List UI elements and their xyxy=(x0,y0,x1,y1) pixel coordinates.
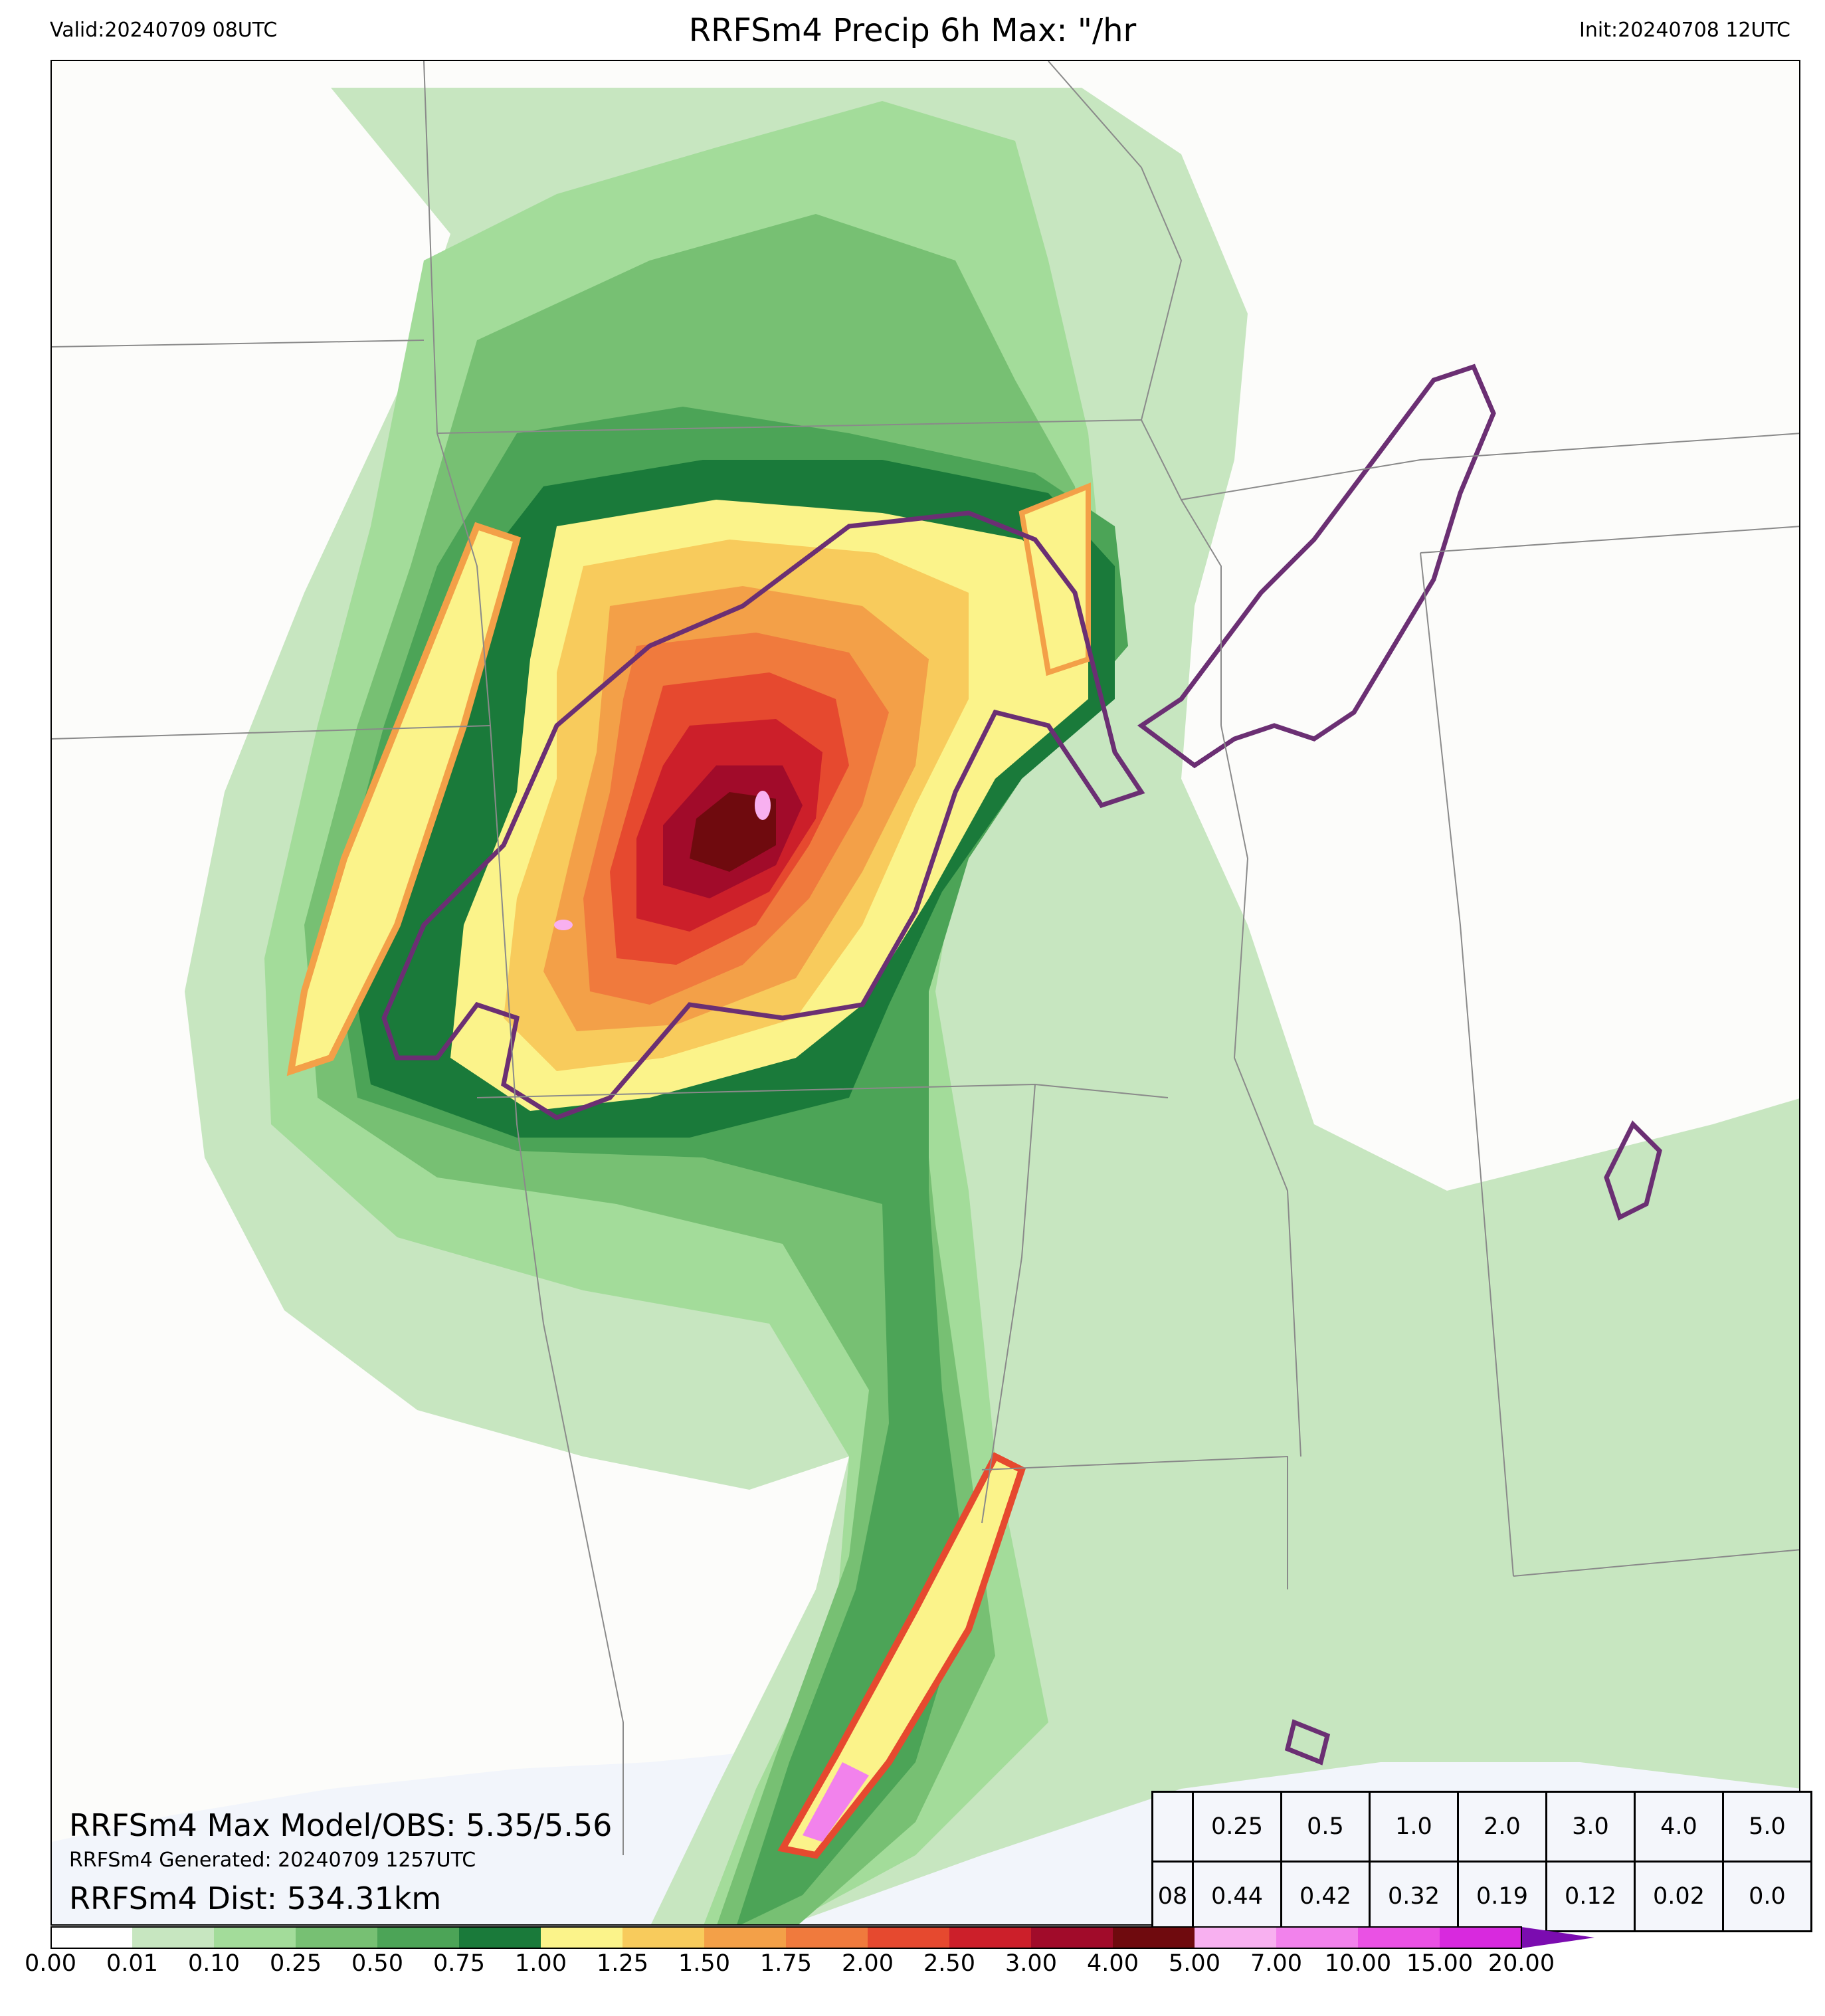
precip-map[interactable] xyxy=(50,60,1800,1926)
colorbar-segment xyxy=(1358,1927,1440,1948)
threshold-cell: 3.0 xyxy=(1545,1791,1636,1863)
colorbar-tick-label: 0.10 xyxy=(188,1950,240,1977)
colorbar-tick-label: 3.00 xyxy=(1005,1950,1057,1977)
colorbar-tick-label: 1.25 xyxy=(597,1950,648,1977)
colorbar-tick-label: 1.75 xyxy=(760,1950,812,1977)
colorbar-tick-label: 2.50 xyxy=(923,1950,975,1977)
threshold-cell: 2.0 xyxy=(1457,1791,1547,1863)
colorbar-tick-label: 5.00 xyxy=(1169,1950,1220,1977)
precip-5.00 xyxy=(755,791,771,820)
colorbar xyxy=(50,1926,1594,1949)
colorbar-segment xyxy=(868,1927,949,1948)
colorbar-segment xyxy=(1276,1927,1358,1948)
obs-contour-se1 xyxy=(1604,1120,1662,1221)
threshold-cell: 1.0 xyxy=(1369,1791,1459,1863)
colorbar-tick-label: 20.00 xyxy=(1488,1950,1555,1977)
value-cell: 0.32 xyxy=(1369,1861,1459,1932)
value-cell: 0.12 xyxy=(1545,1861,1636,1932)
colorbar-segment xyxy=(459,1927,541,1948)
south-band xyxy=(777,1452,1026,1859)
colorbar-tick-label: 2.00 xyxy=(842,1950,894,1977)
obs-contour-main xyxy=(381,510,1145,1120)
colorbar-frame xyxy=(50,1926,1522,1949)
max-model-obs-label: RRFSm4 Max Model/OBS: 5.35/5.56 xyxy=(69,1807,613,1843)
colorbar-tick-label: 0.25 xyxy=(270,1950,322,1977)
threshold-corner-cell xyxy=(1151,1791,1194,1863)
colorbar-tick-label: 0.01 xyxy=(106,1950,158,1977)
state-borders xyxy=(52,61,1799,1855)
value-cell: 0.19 xyxy=(1457,1861,1547,1932)
colorbar-segment xyxy=(949,1927,1031,1948)
valid-time: Valid:20240709 08UTC xyxy=(50,19,278,42)
value-row: 08 0.44 0.42 0.32 0.19 0.12 0.02 0.0 xyxy=(1151,1861,1812,1932)
colorbar-tick-label: 0.00 xyxy=(25,1950,76,1977)
colorbar-segment xyxy=(296,1927,377,1948)
south-band-core xyxy=(803,1762,869,1842)
colorbar-tick-label: 0.50 xyxy=(351,1950,403,1977)
colorbar-segment xyxy=(1031,1927,1113,1948)
colorbar-segment xyxy=(377,1927,459,1948)
distance-label: RRFSm4 Dist: 534.31km xyxy=(69,1880,442,1916)
colorbar-tick-label: 7.00 xyxy=(1250,1950,1302,1977)
colorbar-tick-label: 4.00 xyxy=(1087,1950,1139,1977)
colorbar-tick-label: 1.00 xyxy=(515,1950,567,1977)
colorbar-segment xyxy=(214,1927,296,1948)
colorbar-extend-arrow xyxy=(1521,1927,1594,1948)
obs-contour-east xyxy=(1137,363,1496,769)
obs-contour-se2 xyxy=(1284,1719,1331,1765)
colorbar-tick-label: 1.50 xyxy=(678,1950,730,1977)
precip-4.00 xyxy=(690,792,776,872)
colorbar-segment xyxy=(704,1927,786,1948)
value-cell: 0.44 xyxy=(1192,1861,1282,1932)
colorbar-segment xyxy=(50,1927,132,1948)
threshold-row: 0.25 0.5 1.0 2.0 3.0 4.0 5.0 xyxy=(1151,1791,1812,1863)
west-band xyxy=(286,522,522,1076)
threshold-cell: 0.25 xyxy=(1192,1791,1282,1863)
row-label-cell: 08 xyxy=(1151,1861,1194,1932)
value-cell: 0.42 xyxy=(1280,1861,1371,1932)
value-cell: 0.02 xyxy=(1634,1861,1724,1932)
precip-5.00-b xyxy=(554,920,573,930)
map-title: RRFSm4 Precip 6h Max: "/hr xyxy=(688,12,1137,49)
colorbar-tick-label: 10.00 xyxy=(1324,1950,1392,1977)
generated-label: RRFSm4 Generated: 20240709 1257UTC xyxy=(69,1849,476,1872)
map-canvas xyxy=(52,61,1799,1924)
colorbar-segment xyxy=(132,1927,214,1948)
colorbar-segment xyxy=(1195,1927,1276,1948)
value-cell: 0.0 xyxy=(1722,1861,1812,1932)
ne-band xyxy=(1018,482,1091,676)
colorbar-segment xyxy=(541,1927,623,1948)
colorbar-tick-label: 0.75 xyxy=(433,1950,485,1977)
init-time: Init:20240708 12UTC xyxy=(1579,19,1790,42)
threshold-cell: 5.0 xyxy=(1722,1791,1812,1863)
threshold-stats-table: 0.25 0.5 1.0 2.0 3.0 4.0 5.0 08 0.44 0.4… xyxy=(1151,1791,1812,1932)
colorbar-segment xyxy=(1440,1927,1521,1948)
threshold-cell: 0.5 xyxy=(1280,1791,1371,1863)
colorbar-segment xyxy=(786,1927,868,1948)
colorbar-tick-label: 15.00 xyxy=(1406,1950,1474,1977)
colorbar-ticks: 0.00 0.01 0.10 0.25 0.50 0.75 1.00 1.25 1.50 1.75… xyxy=(0,1950,1825,1990)
colorbar-segment xyxy=(623,1927,704,1948)
colorbar-segment xyxy=(1113,1927,1195,1948)
threshold-cell: 4.0 xyxy=(1634,1791,1724,1863)
